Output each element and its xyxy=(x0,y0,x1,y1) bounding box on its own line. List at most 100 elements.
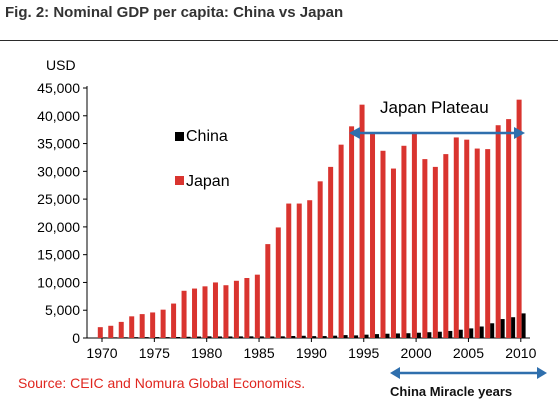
plateau-arrow-head-left xyxy=(349,127,360,139)
y-tick-label: 20,000 xyxy=(37,219,80,235)
japan-bar xyxy=(286,203,292,338)
china-bar xyxy=(385,333,390,338)
china-bar xyxy=(144,337,149,338)
x-tick-label: 1990 xyxy=(296,345,327,361)
japan-bar xyxy=(443,154,449,338)
miracle-arrow-head-right xyxy=(537,367,547,379)
japan-bar xyxy=(307,200,313,338)
china-bar xyxy=(186,336,191,338)
japan-bar xyxy=(254,274,260,338)
japan-bar xyxy=(328,166,334,338)
japan-bar xyxy=(349,126,355,338)
japan-bar xyxy=(390,168,396,338)
y-tick-label: 30,000 xyxy=(37,163,80,179)
plateau-arrow-head-right xyxy=(514,127,525,139)
japan-bar xyxy=(464,139,470,338)
japan-bar xyxy=(212,282,218,338)
japan-bar xyxy=(296,203,302,338)
japan-bar xyxy=(171,303,177,338)
japan-bar xyxy=(160,309,166,338)
japan-bar xyxy=(97,327,103,338)
china-bar xyxy=(197,336,202,338)
japan-bar xyxy=(139,314,145,338)
china-bar xyxy=(479,326,484,338)
legend-swatch-china xyxy=(175,132,184,141)
china-bar xyxy=(270,336,275,338)
title-divider xyxy=(0,40,558,41)
japan-bar xyxy=(359,104,365,339)
china-bar xyxy=(312,336,317,338)
y-tick-label: 15,000 xyxy=(37,247,80,263)
japan-bar xyxy=(202,286,208,338)
china-bar xyxy=(490,323,495,338)
y-axis-label: USD xyxy=(46,57,76,73)
japan-plateau-label: Japan Plateau xyxy=(380,98,489,117)
japan-bar xyxy=(474,148,480,338)
china-bar xyxy=(113,337,118,338)
source-note: Source: CEIC and Nomura Global Economics… xyxy=(18,375,306,391)
japan-bar xyxy=(401,145,407,338)
china-bar xyxy=(207,336,212,338)
x-tick-label: 1995 xyxy=(348,345,379,361)
x-tick-label: 2000 xyxy=(401,345,432,361)
china-bar xyxy=(333,335,338,338)
china-bar xyxy=(217,336,222,338)
china-bar xyxy=(406,333,411,338)
japan-bar xyxy=(422,159,428,338)
japan-bar xyxy=(150,312,156,338)
legend-swatch-japan xyxy=(175,176,184,185)
japan-bar xyxy=(181,290,187,338)
china-bar xyxy=(364,334,369,338)
japan-bar xyxy=(485,149,491,338)
china-bar xyxy=(458,329,463,338)
japan-bar xyxy=(370,132,376,338)
china-bar xyxy=(395,333,400,338)
y-tick-label: 10,000 xyxy=(37,274,80,290)
legend-label-japan: Japan xyxy=(186,173,230,190)
y-tick-label: 35,000 xyxy=(37,136,80,152)
japan-bar xyxy=(265,244,271,338)
china-bar xyxy=(521,313,526,338)
legend-label-china: China xyxy=(186,128,228,145)
japan-bar xyxy=(380,150,386,338)
y-tick-label: 0 xyxy=(72,330,80,346)
china-bar xyxy=(102,337,107,338)
x-tick-label: 1975 xyxy=(139,345,170,361)
china-bar xyxy=(511,317,516,338)
japan-bar xyxy=(129,316,135,338)
y-tick-label: 40,000 xyxy=(37,108,80,124)
japan-bar xyxy=(317,181,323,338)
china-bar xyxy=(416,332,421,338)
china-miracle-label: China Miracle years xyxy=(390,384,513,399)
japan-bar xyxy=(244,278,250,338)
china-bar xyxy=(249,336,254,338)
japan-bar xyxy=(338,144,344,338)
china-bar xyxy=(437,331,442,338)
china-bar xyxy=(469,328,474,338)
japan-bar xyxy=(108,325,114,338)
japan-bar xyxy=(495,125,501,338)
japan-bar xyxy=(411,133,417,338)
china-bar xyxy=(165,337,170,338)
japan-bar xyxy=(118,321,124,338)
japan-bar xyxy=(223,285,229,338)
miracle-arrow-head-left xyxy=(390,367,400,379)
japan-bar xyxy=(233,280,239,338)
japan-bar xyxy=(516,99,522,339)
china-bar xyxy=(427,332,432,338)
japan-bar xyxy=(275,227,281,338)
japan-bar xyxy=(453,137,459,338)
x-tick-label: 2005 xyxy=(453,345,484,361)
china-bar xyxy=(155,337,160,338)
x-tick-label: 2010 xyxy=(505,345,536,361)
japan-bar xyxy=(506,119,512,338)
china-bar xyxy=(176,337,181,338)
china-bar xyxy=(228,336,233,338)
china-bar xyxy=(280,336,285,338)
china-bar xyxy=(448,330,453,338)
china-bar xyxy=(301,335,306,338)
china-bar xyxy=(259,336,264,338)
y-tick-label: 5,000 xyxy=(45,302,80,318)
china-bar xyxy=(354,335,359,338)
